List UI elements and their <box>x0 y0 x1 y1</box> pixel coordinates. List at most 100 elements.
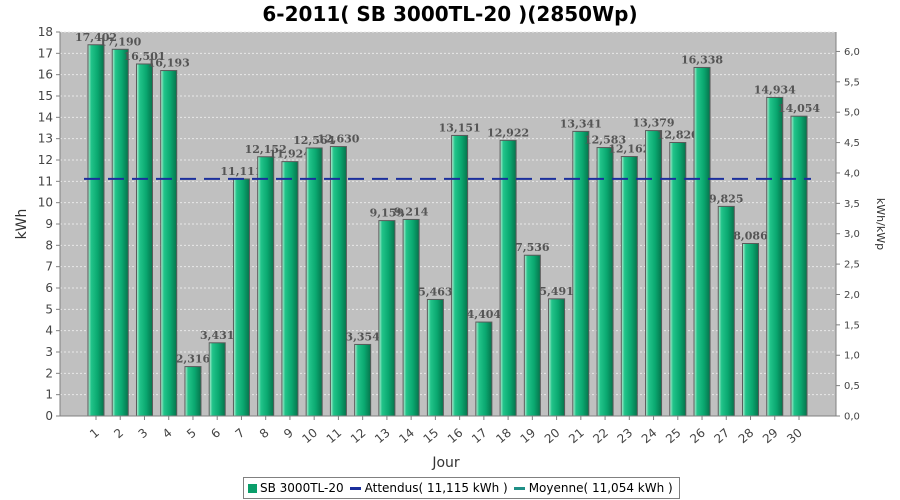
legend-label-expected: Attendus( 11,115 kWh ) <box>364 481 508 495</box>
y-tick-label: 10 <box>38 196 53 210</box>
x-tick-label: 17 <box>469 426 490 447</box>
bar-data-label: 12,820 <box>657 129 699 142</box>
bar <box>281 161 299 417</box>
bar-data-label: 12,583 <box>584 134 626 147</box>
y-tick-label: 17 <box>38 46 53 60</box>
bar <box>232 178 250 417</box>
x-tick-label: 25 <box>663 426 684 447</box>
x-tick-label: 8 <box>257 426 272 442</box>
bar <box>548 298 566 417</box>
bar <box>717 205 735 417</box>
x-tick-label: 10 <box>299 426 320 447</box>
bar <box>208 342 226 417</box>
bar-data-label: 17,402 <box>75 31 117 44</box>
x-tick-label: 21 <box>566 426 587 447</box>
x-tick-label: 13 <box>372 426 393 447</box>
bar <box>257 156 275 417</box>
x-tick-label: 30 <box>784 426 805 447</box>
y2-tick-label: 0,0 <box>844 412 860 423</box>
legend-swatch-average <box>513 486 525 490</box>
x-tick-label: 2 <box>111 426 126 442</box>
y-tick-label: 5 <box>45 302 53 316</box>
y2-tick-label: 4,5 <box>844 138 860 149</box>
x-tick-label: 11 <box>324 426 345 447</box>
y-tick-label: 9 <box>45 217 53 231</box>
bar <box>693 66 711 417</box>
bar-data-label: 13,379 <box>632 117 674 130</box>
x-tick-label: 5 <box>184 426 199 442</box>
bar <box>160 70 178 417</box>
bar <box>354 343 372 417</box>
bar <box>305 147 323 417</box>
legend-item-production: SB 3000TL-20 <box>248 481 344 495</box>
bar <box>402 218 420 417</box>
legend-label-production: SB 3000TL-20 <box>260 481 344 495</box>
y-tick-label: 0 <box>45 409 53 423</box>
y-tick-label: 11 <box>38 174 53 188</box>
x-tick-label: 19 <box>518 426 539 447</box>
y2-tick-label: 4,0 <box>844 168 860 179</box>
y2-tick-label: 2,5 <box>844 260 860 271</box>
y2-axis-label: kWh/kWp <box>874 198 887 250</box>
bar-data-label: 8,086 <box>733 229 768 242</box>
legend: SB 3000TL-20 Attendus( 11,115 kWh ) Moye… <box>243 477 680 499</box>
x-tick-label: 7 <box>233 426 248 442</box>
bar-data-label: 12,564 <box>293 134 335 147</box>
y-tick-label: 8 <box>45 238 53 252</box>
bar-data-label: 3,354 <box>345 330 380 343</box>
bar-data-label: 16,501 <box>123 50 165 63</box>
bar-data-label: 12,922 <box>487 126 529 139</box>
y2-tick-label: 2,0 <box>844 290 860 301</box>
y2-tick-label: 1,0 <box>844 351 860 362</box>
y2-tick-label: 6,0 <box>844 47 860 58</box>
x-tick-label: 28 <box>736 426 757 447</box>
y2-tick-label: 0,5 <box>844 381 860 392</box>
bar-data-label: 9,159 <box>370 207 404 220</box>
chart-title: 6-2011( SB 3000TL-20 )(2850Wp) <box>262 2 638 26</box>
x-tick-label: 4 <box>160 426 175 442</box>
x-tick-label: 12 <box>348 426 369 447</box>
bar <box>329 146 347 417</box>
bar <box>572 130 590 417</box>
y-tick-label: 18 <box>38 25 53 39</box>
y-axis-label: kWh <box>14 209 30 240</box>
bar <box>475 321 493 417</box>
y2-tick-label: 5,0 <box>844 108 860 119</box>
y-tick-label: 13 <box>38 132 53 146</box>
y-tick-label: 2 <box>45 366 53 380</box>
bar <box>499 139 517 417</box>
bar-data-label: 2,316 <box>176 353 211 366</box>
x-tick-label: 1 <box>87 426 102 442</box>
bar-data-label: 3,431 <box>200 329 234 342</box>
bar-data-label: 9,825 <box>709 192 743 205</box>
y-tick-label: 3 <box>45 345 53 359</box>
x-tick-label: 22 <box>590 426 611 447</box>
bar-data-label: 5,491 <box>539 285 573 298</box>
y2-tick-label: 5,5 <box>844 77 860 88</box>
legend-item-average: Moyenne( 11,054 kWh ) <box>513 481 673 495</box>
bar-data-label: 11,924 <box>269 148 311 161</box>
bar <box>669 142 687 417</box>
bar <box>742 242 760 417</box>
bar <box>378 220 396 417</box>
bar <box>645 130 663 417</box>
legend-item-expected: Attendus( 11,115 kWh ) <box>349 481 508 495</box>
legend-label-average: Moyenne( 11,054 kWh ) <box>528 481 673 495</box>
y-tick-label: 16 <box>38 68 53 82</box>
legend-swatch-expected <box>349 486 361 490</box>
bar <box>523 254 541 417</box>
x-tick-label: 15 <box>421 426 442 447</box>
y-tick-label: 6 <box>45 281 53 295</box>
y-tick-label: 15 <box>38 89 53 103</box>
bar <box>87 44 105 417</box>
bar-data-label: 13,151 <box>439 121 481 134</box>
legend-swatch-production <box>248 483 257 493</box>
bar <box>766 96 784 417</box>
bar-data-label: 14,054 <box>778 102 820 115</box>
bar-data-label: 4,404 <box>467 308 502 321</box>
y-tick-label: 4 <box>45 324 53 338</box>
bar <box>135 63 153 417</box>
x-tick-label: 29 <box>760 426 781 447</box>
